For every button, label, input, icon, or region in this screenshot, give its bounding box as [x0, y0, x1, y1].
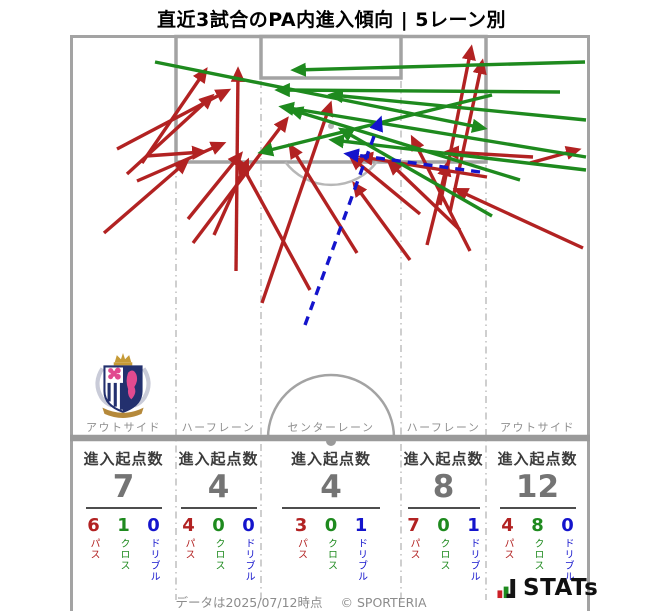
- pass-label: パス: [502, 538, 513, 560]
- lane-stats-outside-left: 進入起点数 7 6 パス 1 クロス 0 ドリブル: [72, 448, 175, 582]
- origins-count: 12: [515, 469, 560, 505]
- pass-count: 4: [182, 515, 195, 536]
- lane-label-half-right: ハーフレーン: [406, 421, 481, 434]
- stat-divider: [499, 507, 576, 509]
- origins-heading: 進入起点数: [497, 450, 578, 468]
- crest-crown: [113, 353, 133, 366]
- lane-label-half-left: ハーフレーン: [181, 421, 256, 434]
- dribble-label: ドリブル: [355, 538, 367, 582]
- origins-heading: 進入起点数: [290, 450, 371, 468]
- stat-divider: [85, 507, 162, 509]
- cross-label: クロス: [438, 538, 449, 571]
- lane-label-outside-left: アウトサイド: [86, 421, 161, 434]
- cross-count: 1: [117, 515, 130, 536]
- breakdown: 4 パス 0 クロス 0 ドリブル: [177, 515, 260, 583]
- crest-banner: [102, 407, 144, 418]
- footer: データは2025/07/12時点 © SPORTERIA: [71, 592, 531, 611]
- origins-count: 4: [320, 469, 342, 505]
- crest-blossom: [108, 367, 121, 380]
- lane-stats-half-left: 進入起点数 4 4 パス 0 クロス 0 ドリブル: [177, 448, 260, 582]
- cross-count: 0: [212, 515, 225, 536]
- stat-divider: [180, 507, 257, 509]
- cross-count: 8: [531, 515, 544, 536]
- dribble-count: 0: [561, 515, 574, 536]
- cross-label: クロス: [118, 538, 129, 571]
- dribble-count: 1: [467, 515, 480, 536]
- cross-count: 0: [437, 515, 450, 536]
- pass-count: 4: [501, 515, 514, 536]
- lane-stats-center: 進入起点数 4 3 パス 0 クロス 1 ドリブル: [262, 448, 400, 582]
- copyright: © SPORTERIA: [340, 595, 427, 610]
- breakdown: 6 パス 1 クロス 0 ドリブル: [72, 515, 175, 583]
- lane-label-outside-right: アウトサイド: [500, 421, 575, 434]
- breakdown: 7 パス 0 クロス 1 ドリブル: [402, 515, 485, 583]
- dribble-count: 1: [354, 515, 368, 536]
- origins-count: 4: [207, 469, 230, 505]
- dribble-label: ドリブル: [148, 538, 159, 582]
- dribble-count: 0: [242, 515, 255, 536]
- data-timestamp-note: データは2025/07/12時点: [175, 595, 323, 610]
- pass-label: パス: [183, 538, 194, 560]
- origins-count: 8: [432, 469, 455, 505]
- stat-divider: [407, 507, 480, 509]
- lane-label-center: センターレーン: [287, 421, 375, 434]
- cross-label: クロス: [325, 538, 337, 571]
- pass-label: パス: [295, 538, 307, 560]
- dribble-count: 0: [147, 515, 160, 536]
- stat-divider: [282, 507, 380, 509]
- breakdown: 4 パス 8 クロス 0 ドリブル: [487, 515, 588, 583]
- pass-label: パス: [408, 538, 419, 560]
- breakdown: 3 パス 0 クロス 1 ドリブル: [262, 515, 400, 583]
- page-title: 直近3試合のPA内進入傾向 | 5レーン別: [156, 9, 507, 31]
- pass-count: 3: [294, 515, 308, 536]
- lane-stats-half-right: 進入起点数 8 7 パス 0 クロス 1 ドリブル: [402, 448, 485, 582]
- origins-heading: 進入起点数: [403, 450, 484, 468]
- crest-shield: [103, 365, 143, 413]
- pass-count: 6: [87, 515, 100, 536]
- pass-label: パス: [88, 538, 99, 560]
- cross-label: クロス: [532, 538, 543, 571]
- pass-count: 7: [407, 515, 420, 536]
- origins-count: 7: [112, 469, 135, 505]
- crest-wolf: [126, 370, 138, 400]
- stats-logo-text: STATs: [523, 575, 599, 601]
- origins-heading: 進入起点数: [178, 450, 259, 468]
- lane-stats-outside-right: 進入起点数 12 4 パス 8 クロス 0 ドリブル: [487, 448, 588, 582]
- stats-logo: STATs: [497, 575, 599, 601]
- team-crest: [95, 353, 151, 418]
- cross-count: 0: [324, 515, 338, 536]
- dribble-label: ドリブル: [562, 538, 573, 582]
- stats-logo-icon: [497, 578, 516, 599]
- dribble-label: ドリブル: [243, 538, 254, 582]
- cross-label: クロス: [213, 538, 224, 571]
- dribble-label: ドリブル: [468, 538, 479, 582]
- origins-heading: 進入起点数: [83, 450, 164, 468]
